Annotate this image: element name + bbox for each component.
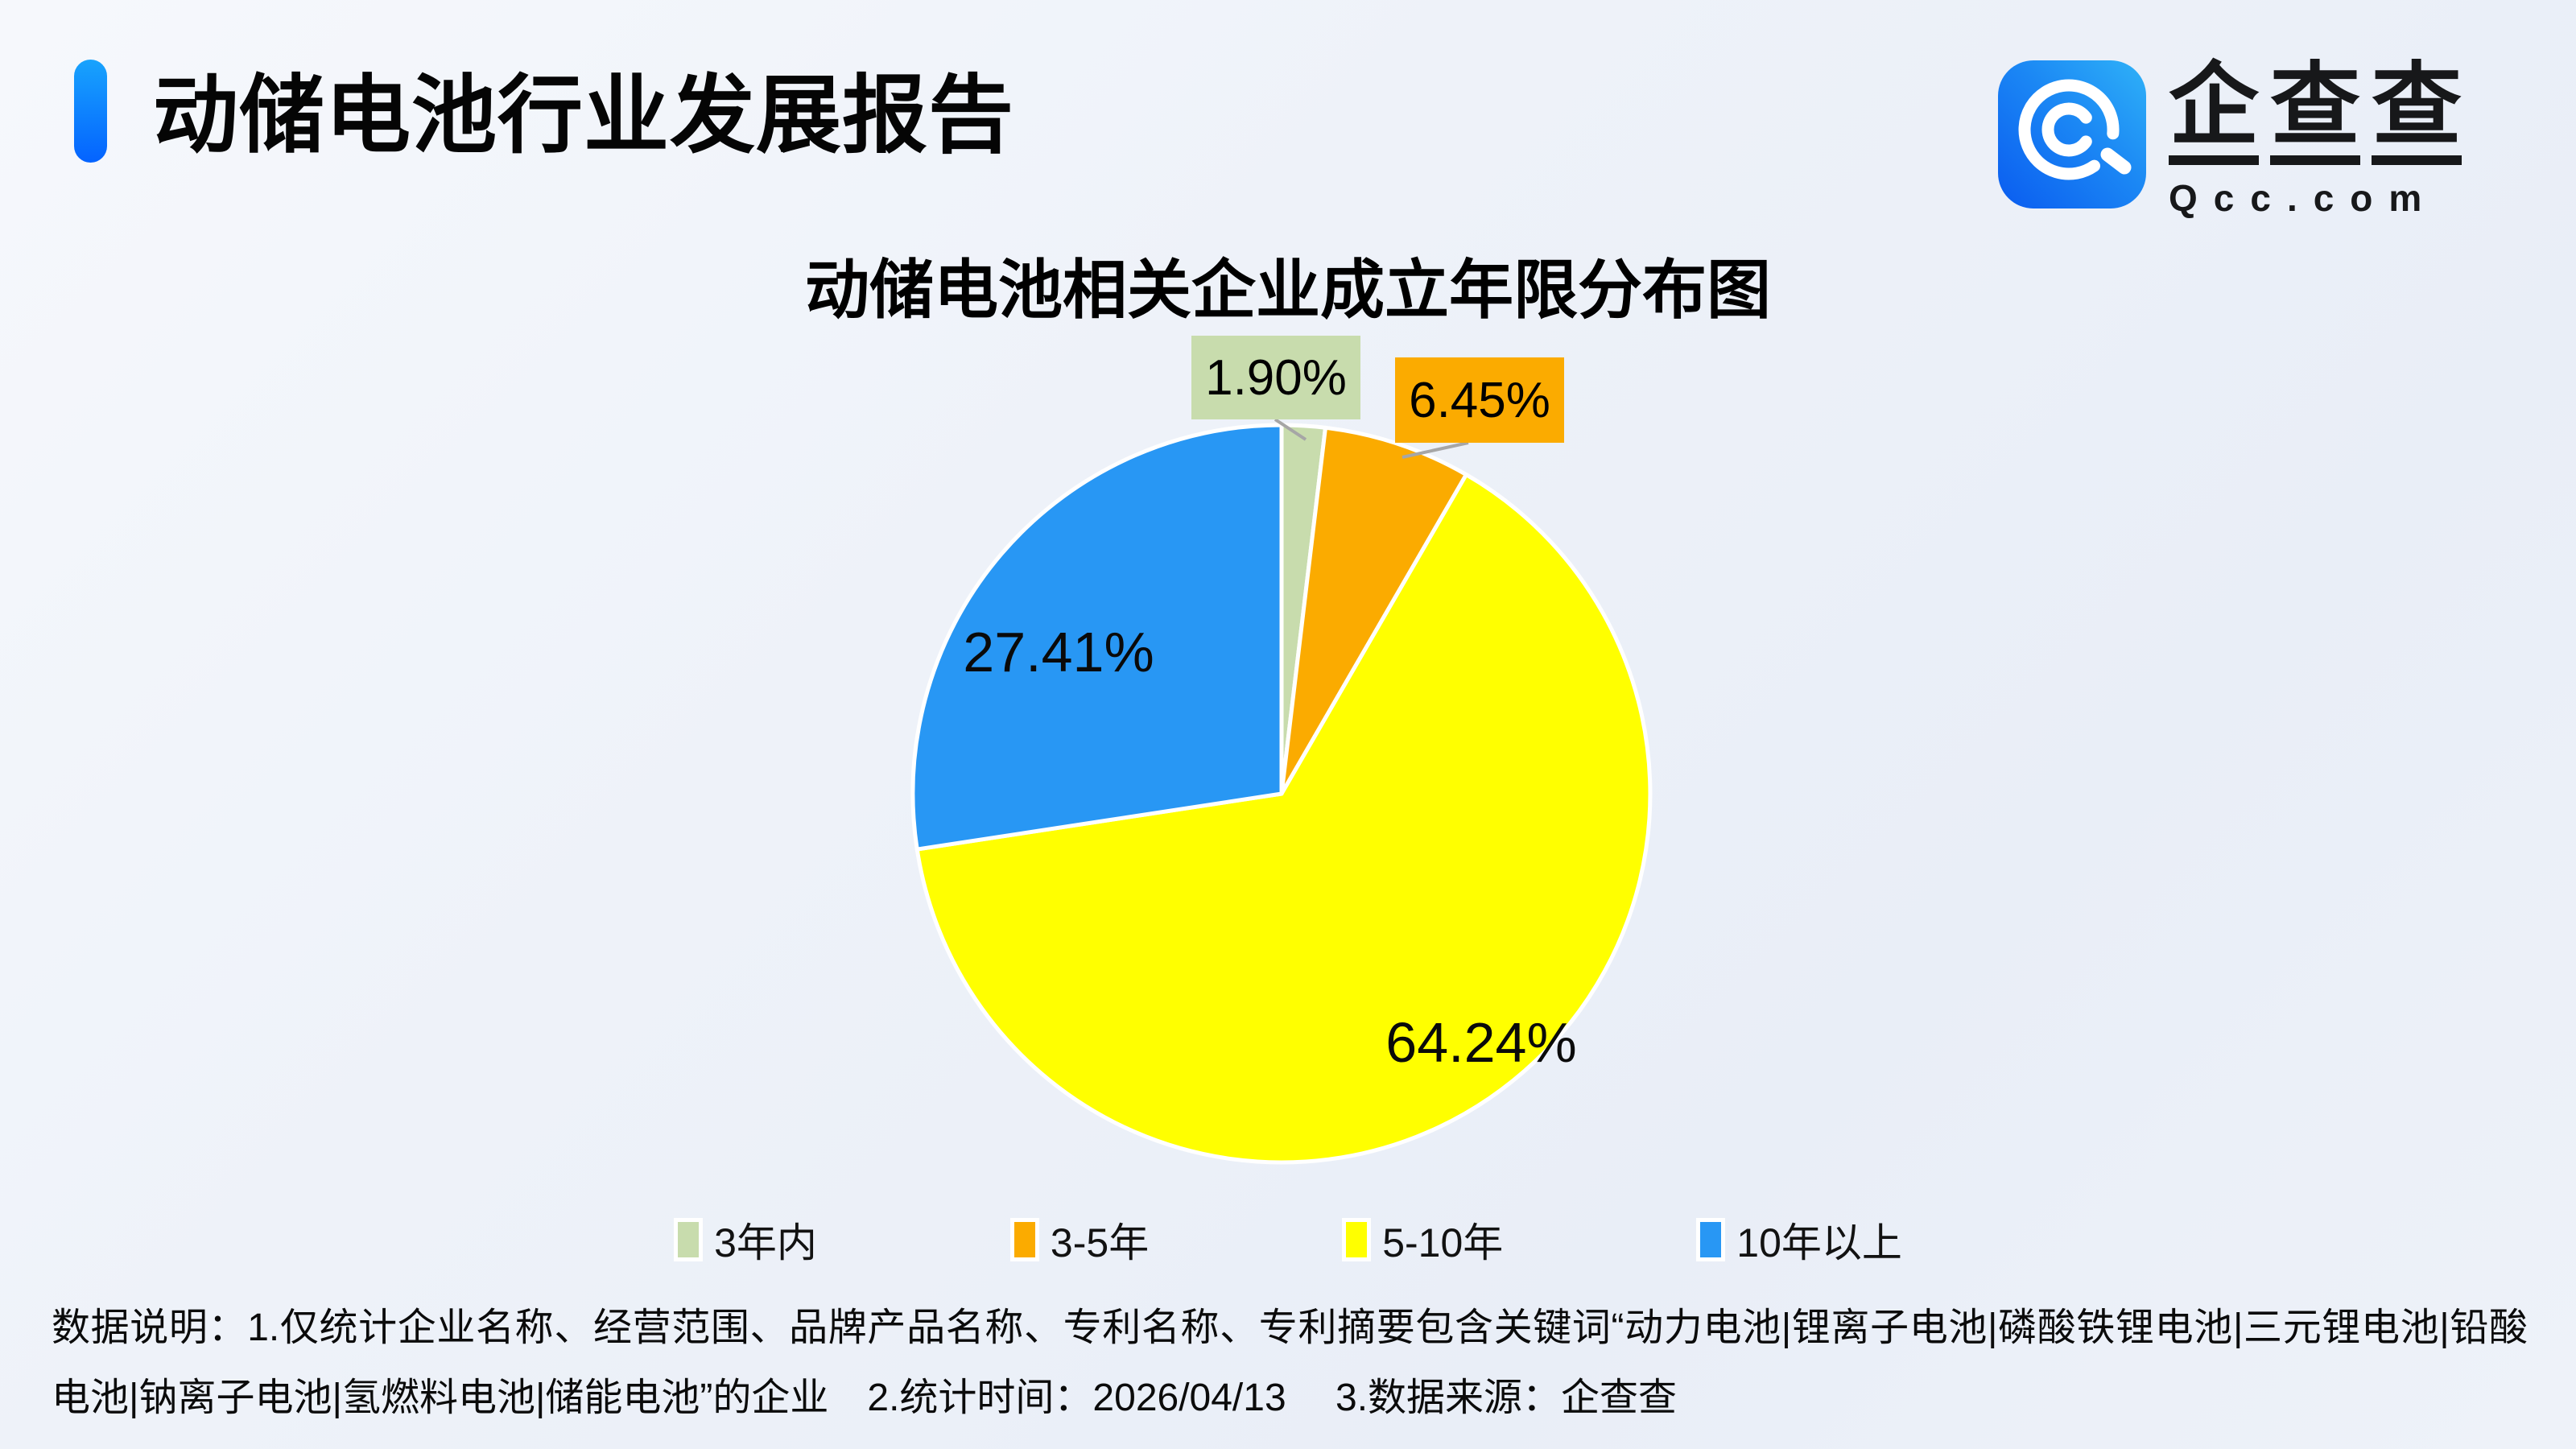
- leader-line-green: [1274, 418, 1307, 441]
- slice-label-5-10年: 64.24%: [1385, 1011, 1577, 1074]
- leader-line-orange: [1402, 441, 1469, 459]
- chart-title: 动储电池相关企业成立年限分布图: [805, 254, 1771, 326]
- wordmark-char: 企: [2169, 60, 2259, 165]
- qcc-wordmark: 企查查: [2169, 60, 2462, 165]
- legend-label: 3-5年: [1050, 1220, 1150, 1265]
- legend-swatch: [1009, 1218, 1039, 1261]
- legend-item-5-10年: 5-10年: [1342, 1211, 1503, 1269]
- qcc-logo-icon: [1998, 60, 2146, 208]
- qcc-domain: Qcc.com: [2169, 177, 2438, 219]
- qcc-brand-logo[interactable]: 企查查 Qcc.com: [1998, 60, 2462, 220]
- callout-label-3-5年: 6.45%: [1395, 357, 1564, 443]
- callout-label-3年内: 1.90%: [1191, 336, 1360, 419]
- legend-item-10年以上: 10年以上: [1696, 1211, 1902, 1269]
- magnifier-q-icon: [2018, 79, 2132, 180]
- report-title: 动储电池行业发展报告: [153, 68, 1014, 163]
- legend-swatch: [1342, 1218, 1372, 1261]
- legend-label: 10年以上: [1736, 1220, 1902, 1265]
- wordmark-char: 查: [2270, 60, 2360, 165]
- legend-label: 3年内: [714, 1220, 817, 1265]
- legend-swatch: [674, 1218, 704, 1261]
- pie-slice-10年以上: [910, 423, 1284, 852]
- pie-slice-3-5年: [1279, 425, 1468, 796]
- legend-item-3-5年: 3-5年: [1009, 1211, 1150, 1269]
- data-note: 数据说明：1.仅统计企业名称、经营范围、品牌产品名称、专利名称、专利摘要包含关键…: [52, 1307, 2528, 1420]
- title-accent-bar: [74, 60, 107, 163]
- legend-label: 5-10年: [1382, 1220, 1504, 1265]
- qcc-brand-text: 企查查 Qcc.com: [2169, 60, 2462, 220]
- chart-legend: 3年内 3-5年 5-10年 10年以上: [0, 1211, 2576, 1269]
- legend-swatch: [1696, 1218, 1726, 1261]
- slice-label-10年以上: 27.41%: [963, 621, 1154, 683]
- pie-slice-5-10年: [914, 473, 1653, 1165]
- wordmark-char: 查: [2372, 60, 2462, 165]
- legend-item-3年内: 3年内: [674, 1211, 817, 1269]
